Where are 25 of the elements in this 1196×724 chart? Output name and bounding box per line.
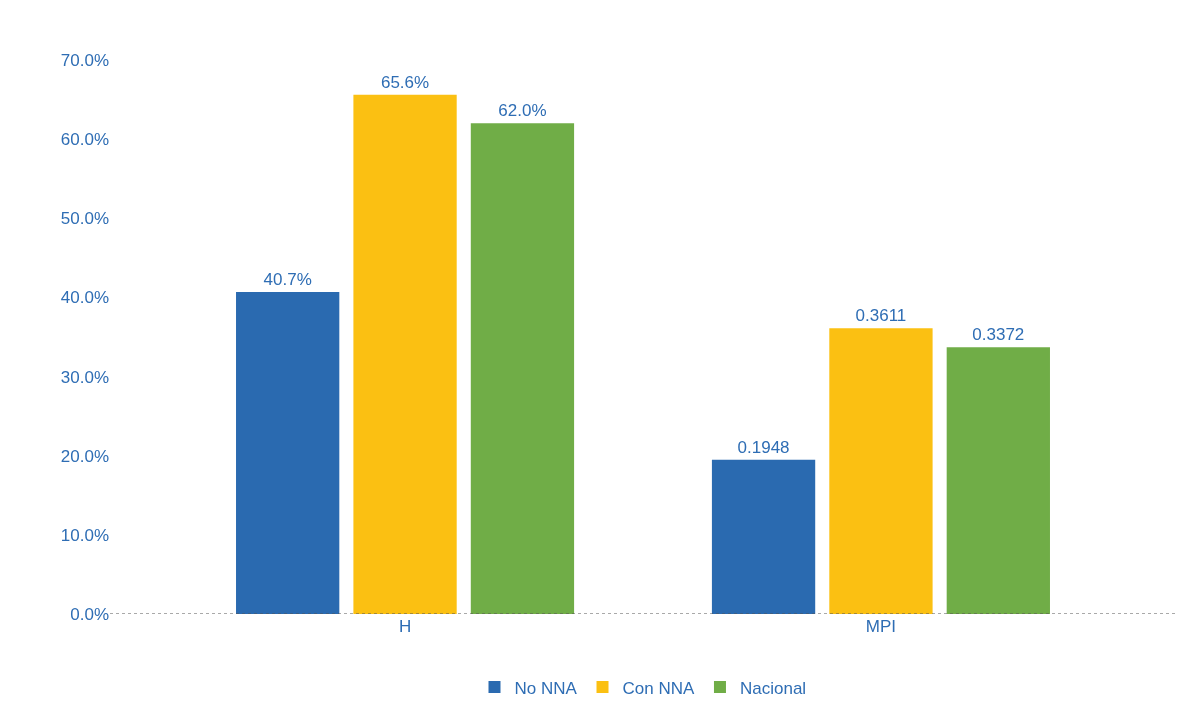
data-label: 40.7% [263,269,312,289]
x-tick-label: MPI [865,617,897,636]
legend-label: Con NNA [622,678,695,698]
y-tick-label: 70.0% [60,50,109,70]
bar [353,94,457,614]
y-tick-label: 10.0% [60,525,109,545]
bar [946,347,1050,614]
legend-label: No NNA [514,678,578,698]
y-tick-label: 40.0% [60,288,109,308]
x-tick-label: H [398,617,412,636]
bar [711,459,816,614]
data-label: 65.6% [380,72,430,92]
y-tick-label: 50.0% [60,209,109,229]
bar [829,328,933,614]
y-tick-label: 60.0% [60,130,109,150]
data-label: 0.3611 [855,306,907,326]
bar [470,123,575,614]
data-label: 0.1948 [737,437,790,457]
y-tick-label: 30.0% [60,367,109,387]
legend-label: Nacional [739,678,807,698]
y-tick-label: 0.0% [70,604,109,624]
data-label: 0.3372 [972,325,1025,345]
data-label: 62.0% [498,101,547,121]
y-tick-label: 20.0% [60,446,109,466]
bar [236,291,340,614]
